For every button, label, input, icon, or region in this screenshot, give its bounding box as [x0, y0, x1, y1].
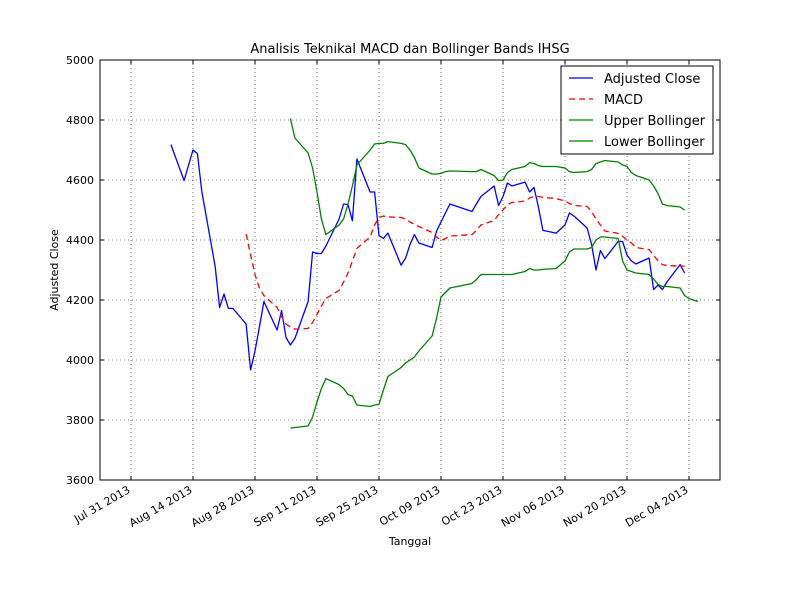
y-tick-label: 3600 [66, 474, 94, 487]
series-line-upper-bollinger [289, 118, 685, 236]
x-axis-title: Tanggal [388, 535, 431, 548]
y-tick-label: 4600 [66, 174, 94, 187]
series-line-macd [245, 195, 685, 330]
plot-frame [99, 59, 721, 481]
y-tick-label: 4000 [66, 354, 94, 367]
legend-label: Lower Bollinger [604, 135, 705, 150]
series-layer [170, 118, 699, 429]
y-tick-label: 4200 [66, 294, 94, 307]
legend-box [560, 65, 714, 155]
legend: Adjusted Close MACD Upper Bollinger Lower B… [560, 65, 714, 155]
chart-title: Analisis Teknikal MACD dan Bollinger Ban… [250, 42, 569, 57]
series-line-lower-bollinger [290, 236, 699, 429]
legend-label: Upper Bollinger [604, 114, 706, 129]
legend-label: MACD [604, 93, 643, 108]
y-tick-label: 3800 [66, 414, 94, 427]
y-tick-label: 5000 [66, 54, 94, 67]
legend-label: Adjusted Close [604, 72, 700, 87]
series-line-adjusted-close [170, 144, 686, 371]
y-tick-label: 4800 [66, 114, 94, 127]
y-axis-title: Adjusted Close [48, 229, 61, 311]
y-tick-label: 4400 [66, 234, 94, 247]
